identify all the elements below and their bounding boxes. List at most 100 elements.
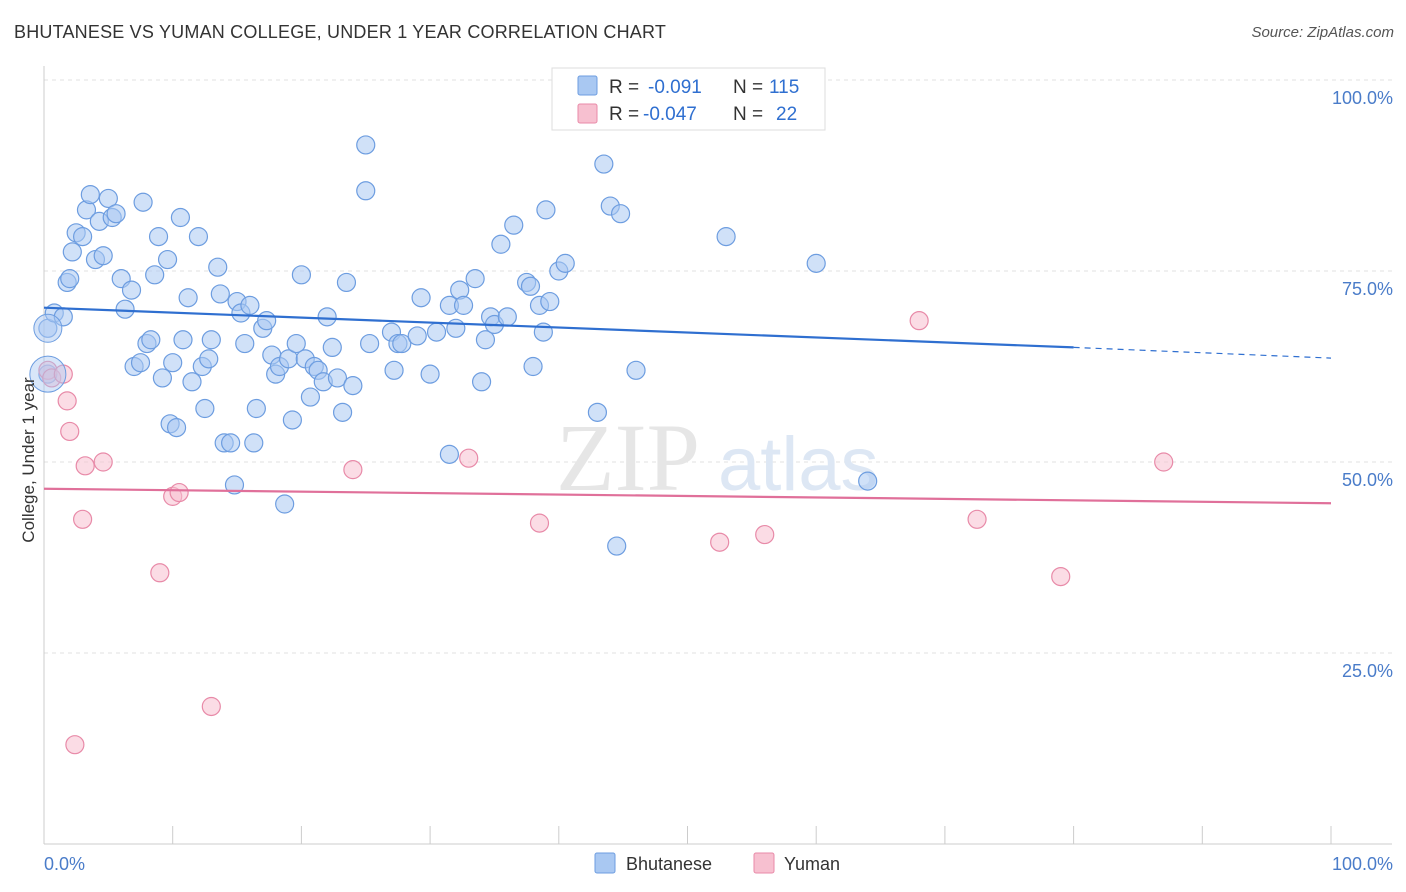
point-bhutanese <box>210 284 230 304</box>
point-bhutanese <box>173 330 193 350</box>
point-bhutanese <box>594 154 614 174</box>
point-bhutanese <box>282 410 302 430</box>
point-yuman <box>459 448 479 468</box>
legend-n-label-1: N = <box>733 77 763 98</box>
point-yuman <box>710 532 730 552</box>
point-bhutanese <box>195 398 215 419</box>
point-bhutanese <box>221 433 241 453</box>
point-bhutanese <box>93 246 113 266</box>
point-bhutanese <box>275 494 295 514</box>
x-tick-labels: 0.0% 100.0% <box>44 854 1393 874</box>
y-tick-label: 100.0% <box>1332 88 1393 108</box>
point-bhutanese <box>471 372 492 392</box>
point-bhutanese <box>587 402 608 422</box>
trend-line-extension-bhutanese <box>1073 346 1332 359</box>
point-yuman <box>169 482 189 503</box>
point-bhutanese <box>317 307 337 327</box>
point-bhutanese <box>610 204 631 224</box>
point-bhutanese <box>157 249 178 270</box>
stats-legend: R = -0.091 N = 115 R = -0.047 N = 22 <box>551 67 826 131</box>
bottom-legend-label-bhutanese: Bhutanese <box>626 854 712 874</box>
point-yuman <box>75 456 95 476</box>
point-bhutanese <box>148 227 169 247</box>
legend-r-label-2: R = <box>609 104 639 125</box>
point-bhutanese <box>626 360 646 380</box>
point-bhutanese <box>497 307 517 327</box>
bottom-legend-label-yuman: Yuman <box>784 854 840 874</box>
point-bhutanese <box>300 387 321 407</box>
point-bhutanese <box>806 253 826 273</box>
point-bhutanese <box>80 185 100 205</box>
point-bhutanese <box>257 311 277 331</box>
point-yuman <box>755 524 775 545</box>
point-bhutanese <box>716 227 736 247</box>
point-bhutanese <box>199 349 219 369</box>
point-bhutanese <box>145 265 165 285</box>
point-bhutanese <box>453 295 474 315</box>
trend-lines <box>43 306 1332 505</box>
chart-title: BHUTANESE VS YUMAN COLLEGE, UNDER 1 YEAR… <box>14 22 667 42</box>
point-bhutanese <box>62 242 82 262</box>
point-bhutanese <box>244 433 264 453</box>
point-bhutanese <box>504 215 524 235</box>
x-tick-label-max: 100.0% <box>1332 854 1393 874</box>
point-yuman <box>1154 452 1174 472</box>
point-bhutanese <box>170 207 191 228</box>
point-yuman <box>529 513 550 533</box>
legend-r-value-2: -0.047 <box>643 104 697 125</box>
point-yuman <box>909 311 929 331</box>
point-bhutanese <box>446 318 466 338</box>
point-bhutanese <box>520 276 541 296</box>
point-bhutanese <box>60 269 80 289</box>
point-bhutanese <box>240 295 260 315</box>
point-bhutanese <box>384 360 404 380</box>
point-bhutanese <box>491 234 511 254</box>
point-bhutanese <box>343 376 363 396</box>
point-bhutanese-cluster <box>33 313 63 343</box>
point-bhutanese <box>523 356 543 377</box>
point-bhutanese <box>540 291 560 312</box>
y-tick-labels: 25.0% 50.0% 75.0% 100.0% <box>1332 88 1393 681</box>
point-bhutanese <box>475 330 496 350</box>
point-bhutanese <box>106 204 126 224</box>
point-bhutanese <box>178 288 198 308</box>
legend-r-value-1: -0.091 <box>648 77 702 98</box>
y-axis-label: College, Under 1 year <box>19 377 38 543</box>
point-bhutanese <box>439 444 460 464</box>
legend-n-value-2: 22 <box>776 104 797 125</box>
point-yuman <box>93 452 113 472</box>
gridlines <box>44 79 1392 654</box>
legend-r-label-1: R = <box>609 77 639 98</box>
point-bhutanese <box>115 299 135 319</box>
point-bhutanese <box>360 333 380 354</box>
point-bhutanese <box>141 330 161 350</box>
bottom-legend-swatch-yuman <box>753 852 775 874</box>
point-bhutanese <box>426 322 447 342</box>
point-bhutanese <box>291 265 311 285</box>
point-bhutanese <box>163 353 183 373</box>
point-bhutanese <box>407 326 427 346</box>
point-bhutanese <box>166 418 187 438</box>
point-bhutanese-cluster <box>29 355 67 393</box>
bottom-legend-swatch-bhutanese <box>594 852 616 874</box>
point-bhutanese <box>336 272 357 293</box>
point-bhutanese <box>286 333 306 354</box>
point-bhutanese <box>322 337 342 357</box>
y-tick-label: 75.0% <box>1342 279 1393 299</box>
point-bhutanese <box>188 227 209 247</box>
point-yuman <box>73 509 93 529</box>
y-tick-label: 50.0% <box>1342 470 1393 490</box>
point-bhutanese <box>465 269 485 289</box>
point-bhutanese <box>121 280 142 300</box>
point-bhutanese <box>858 471 878 491</box>
point-bhutanese <box>208 257 228 277</box>
point-bhutanese <box>356 181 376 201</box>
point-bhutanese <box>536 200 556 220</box>
data-points <box>29 135 1174 755</box>
point-bhutanese <box>356 135 376 155</box>
point-bhutanese <box>152 368 173 388</box>
point-bhutanese <box>182 372 202 392</box>
legend-n-value-1: 115 <box>769 77 799 98</box>
series-legend: Bhutanese Yuman <box>594 852 840 874</box>
point-bhutanese <box>73 227 93 247</box>
